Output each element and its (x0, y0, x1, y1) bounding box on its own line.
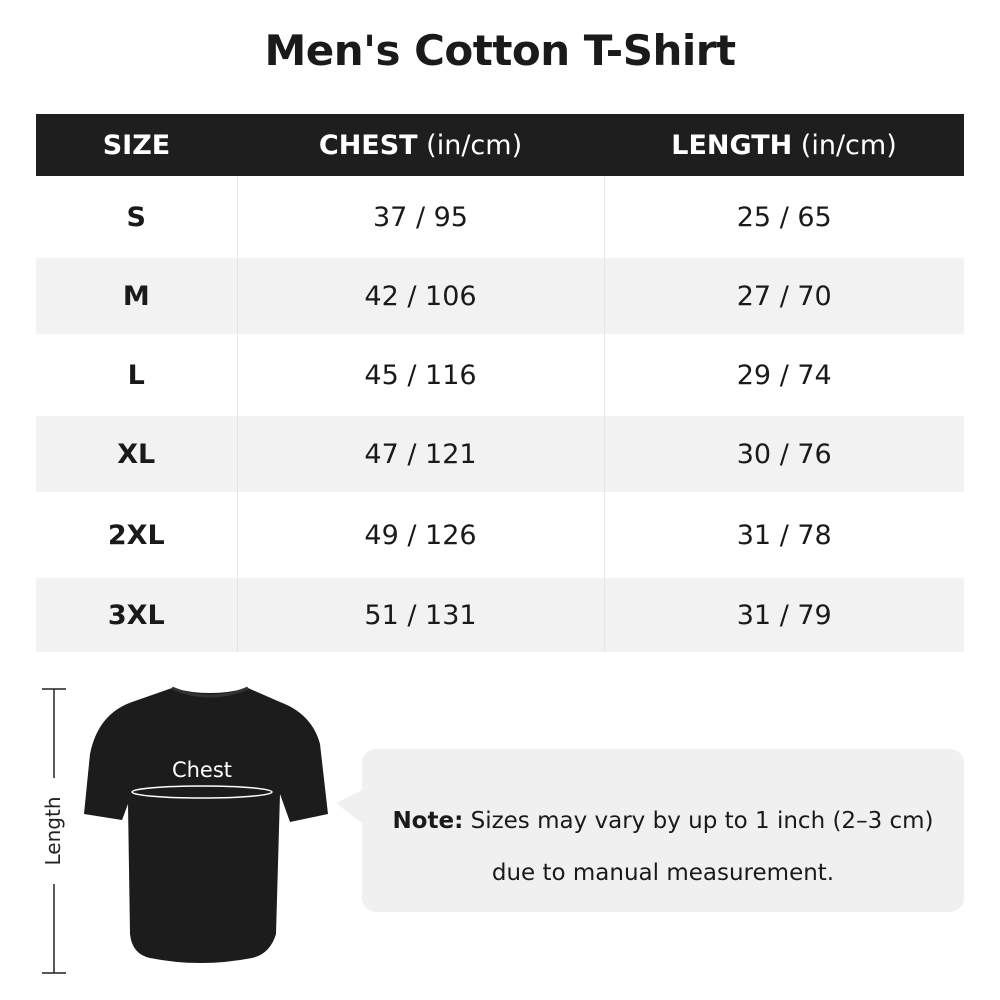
table-row: M 42 / 106 27 / 70 (36, 258, 964, 334)
size-cell: XL (36, 416, 238, 492)
size-cell: 3XL (36, 578, 238, 652)
size-cell: 2XL (36, 492, 238, 578)
length-cell: 29 / 74 (604, 334, 964, 416)
chest-cell: 37 / 95 (237, 176, 605, 258)
header-size: SIZE (36, 114, 237, 176)
size-cell: L (36, 334, 238, 416)
table-row: S 37 / 95 25 / 65 (36, 176, 964, 258)
size-cell: M (36, 258, 238, 334)
note-box: Note: Sizes may vary by up to 1 inch (2–… (336, 749, 964, 912)
note-line-1: Note: Sizes may vary by up to 1 inch (2–… (392, 808, 934, 834)
chest-cell: 45 / 116 (237, 334, 605, 416)
length-ruler: Length (41, 688, 66, 974)
length-cell: 27 / 70 (604, 258, 964, 334)
chest-cell: 51 / 131 (237, 578, 605, 652)
speech-tail (336, 789, 364, 825)
table-header-row: SIZE CHEST (in/cm) LENGTH (in/cm) (36, 114, 964, 176)
table-row: L 45 / 116 29 / 74 (36, 334, 964, 416)
table-row: XL 47 / 121 30 / 76 (36, 416, 964, 492)
chest-measure-icon (131, 785, 273, 799)
size-chart-table: SIZE CHEST (in/cm) LENGTH (in/cm) S 37 / … (36, 114, 964, 652)
note-line-2: due to manual measurement. (491, 860, 835, 886)
chest-cell: 42 / 106 (237, 258, 605, 334)
header-chest: CHEST (in/cm) (237, 114, 604, 176)
table-row: 2XL 49 / 126 31 / 78 (36, 492, 964, 578)
header-length: LENGTH (in/cm) (604, 114, 964, 176)
length-label: Length (41, 797, 65, 866)
length-cell: 25 / 65 (604, 176, 964, 258)
length-cell: 31 / 78 (604, 492, 964, 578)
tshirt-image: Chest (84, 686, 328, 963)
chest-label: Chest (172, 758, 232, 782)
chest-cell: 47 / 121 (237, 416, 605, 492)
length-cell: 31 / 79 (604, 578, 964, 652)
table-row: 3XL 51 / 131 31 / 79 (36, 578, 964, 652)
page-title: Men's Cotton T-Shirt (264, 26, 736, 75)
size-cell: S (36, 176, 238, 258)
length-cell: 30 / 76 (604, 416, 964, 492)
chest-cell: 49 / 126 (237, 492, 605, 578)
